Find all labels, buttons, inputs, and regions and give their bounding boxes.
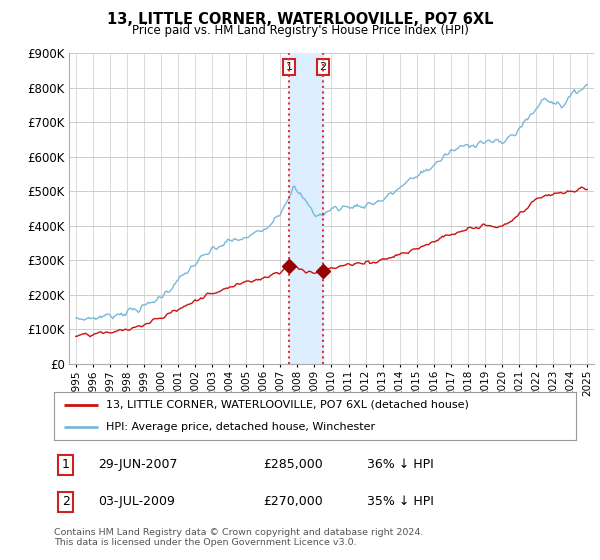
Text: 13, LITTLE CORNER, WATERLOOVILLE, PO7 6XL (detached house): 13, LITTLE CORNER, WATERLOOVILLE, PO7 6X… <box>106 400 469 410</box>
Text: Contains HM Land Registry data © Crown copyright and database right 2024.
This d: Contains HM Land Registry data © Crown c… <box>54 528 424 547</box>
Bar <box>289 53 323 364</box>
Text: £285,000: £285,000 <box>263 458 323 472</box>
Text: Price paid vs. HM Land Registry's House Price Index (HPI): Price paid vs. HM Land Registry's House … <box>131 24 469 36</box>
Text: 03-JUL-2009: 03-JUL-2009 <box>98 495 175 508</box>
Text: 2: 2 <box>319 62 326 72</box>
Text: HPI: Average price, detached house, Winchester: HPI: Average price, detached house, Winc… <box>106 422 376 432</box>
Text: £270,000: £270,000 <box>263 495 323 508</box>
Text: 1: 1 <box>286 62 292 72</box>
Text: 13, LITTLE CORNER, WATERLOOVILLE, PO7 6XL: 13, LITTLE CORNER, WATERLOOVILLE, PO7 6X… <box>107 12 493 27</box>
Text: 2: 2 <box>62 495 70 508</box>
Text: 35% ↓ HPI: 35% ↓ HPI <box>367 495 434 508</box>
Text: 36% ↓ HPI: 36% ↓ HPI <box>367 458 434 472</box>
Text: 1: 1 <box>62 458 70 472</box>
Text: 29-JUN-2007: 29-JUN-2007 <box>98 458 178 472</box>
